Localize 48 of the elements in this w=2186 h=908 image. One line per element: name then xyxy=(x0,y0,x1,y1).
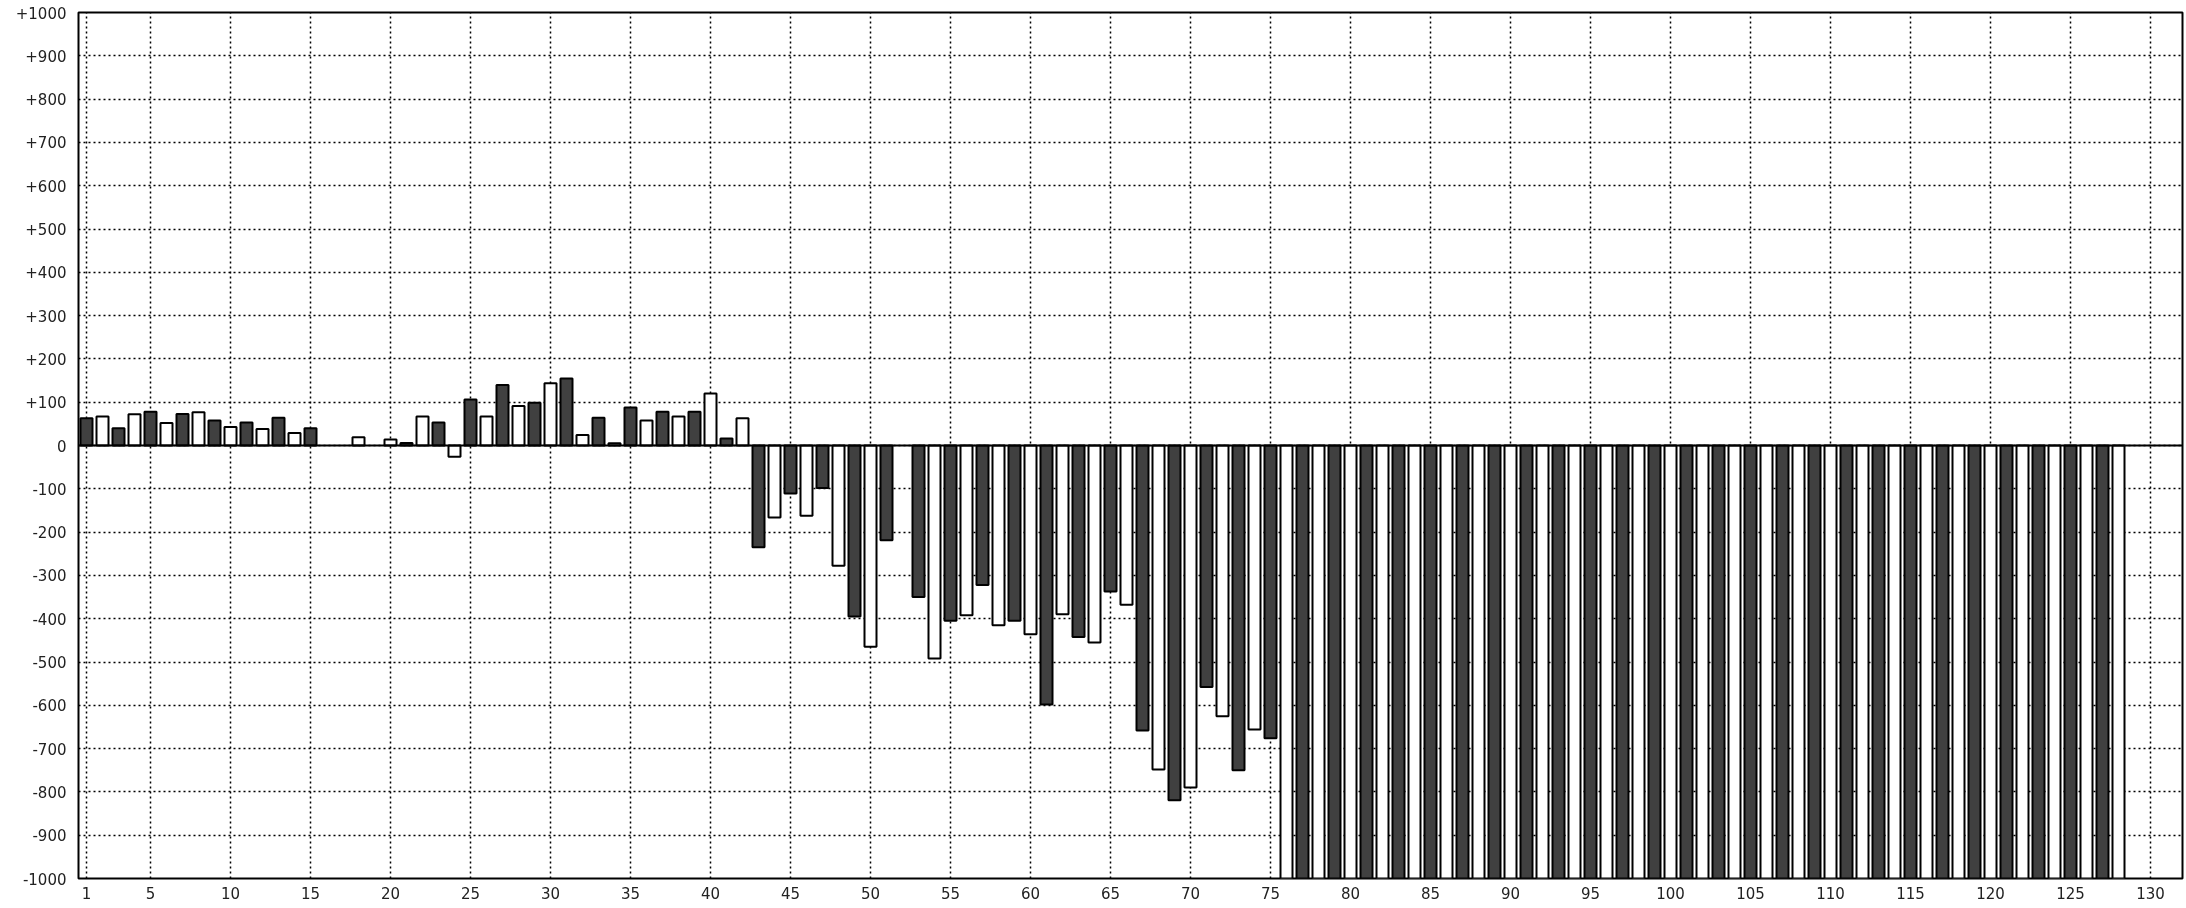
x-tick-label: 65 xyxy=(1100,884,1121,903)
y-tick-label: +200 xyxy=(25,350,67,369)
x-tick-label: 130 xyxy=(2136,884,2165,903)
y-tick-label: +400 xyxy=(25,264,67,283)
y-tick-label: -1000 xyxy=(22,870,67,889)
y-tick-label: +600 xyxy=(25,177,67,196)
y-tick-label: -300 xyxy=(32,567,67,586)
y-tick-label: -900 xyxy=(32,827,67,846)
x-tick-label: 40 xyxy=(700,884,721,903)
y-tick-label: +900 xyxy=(25,47,67,66)
x-tick-label: 35 xyxy=(620,884,641,903)
x-tick-label: 125 xyxy=(2056,884,2085,903)
x-tick-label: 115 xyxy=(1896,884,1925,903)
y-tick-label: -400 xyxy=(32,610,67,629)
x-tick-label: 45 xyxy=(780,884,801,903)
x-tick-label: 105 xyxy=(1736,884,1765,903)
x-tick-label: 60 xyxy=(1020,884,1041,903)
x-tick-label: 30 xyxy=(540,884,561,903)
y-tick-label: -800 xyxy=(32,783,67,802)
x-tick-label: 110 xyxy=(1816,884,1845,903)
x-tick-label: 20 xyxy=(380,884,401,903)
x-tick-label: 75 xyxy=(1260,884,1281,903)
x-tick-label: 120 xyxy=(1976,884,2005,903)
y-tick-label: +700 xyxy=(25,134,67,153)
x-tick-label: 10 xyxy=(220,884,241,903)
x-tick-label: 90 xyxy=(1500,884,1521,903)
x-tick-label: 70 xyxy=(1180,884,1201,903)
x-tick-label: 5 xyxy=(145,884,156,903)
y-tick-label: -600 xyxy=(32,697,67,716)
x-tick-label: 95 xyxy=(1580,884,1601,903)
y-tick-label: -100 xyxy=(32,480,67,499)
x-tick-label: 1 xyxy=(81,884,92,903)
y-tick-label: +300 xyxy=(25,307,67,326)
y-tick-label: +500 xyxy=(25,221,67,239)
x-tick-label: 15 xyxy=(300,884,321,903)
y-tick-label: -700 xyxy=(32,740,67,759)
x-tick-label: 80 xyxy=(1340,884,1361,903)
x-tick-label: 50 xyxy=(860,884,881,903)
x-tick-label: 85 xyxy=(1420,884,1441,903)
x-tick-label: 55 xyxy=(940,884,961,903)
x-tick-label: 25 xyxy=(460,884,481,903)
x-tick-label: 100 xyxy=(1656,884,1685,903)
y-tick-label: +1000 xyxy=(15,4,67,23)
y-tick-label: +100 xyxy=(25,394,67,413)
y-tick-label: -500 xyxy=(32,654,67,672)
y-tick-label: +800 xyxy=(25,91,67,110)
y-tick-label: -200 xyxy=(32,524,67,543)
y-tick-label: 0 xyxy=(56,437,67,456)
